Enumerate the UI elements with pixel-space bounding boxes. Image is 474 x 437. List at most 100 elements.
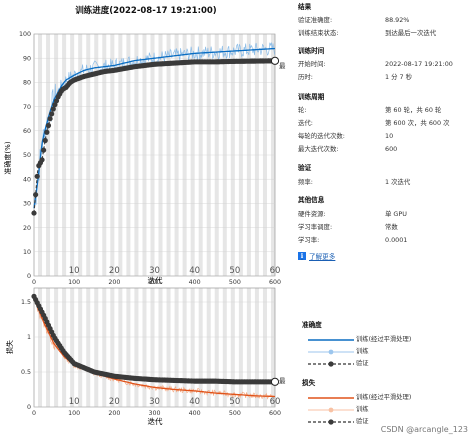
xtick-label: 200 [108,410,120,417]
ytick-label: 70 [23,104,31,111]
loss-final-marker: 最 [279,377,286,385]
loss-xlabel: 迭代 [148,416,163,426]
epoch-tick-label: 60 [270,397,281,407]
ytick-label: 1.5 [21,299,31,306]
legend-loss-val: 验证 [300,417,470,427]
validation-point [33,192,39,198]
epoch-label: 轮: [298,106,307,114]
time-heading: 训练时间 [298,47,325,55]
validation-point [45,122,52,129]
start-label: 开始时间: [298,60,326,68]
validation-point [49,111,55,117]
validation-point [39,157,45,163]
legend-acc-smoothed: 训练(经过平滑处理) [300,335,470,345]
epoch-tick-label: 20 [109,397,120,407]
epoch-band [118,288,123,407]
lr-sched-label: 学习率调度: [298,223,333,231]
legend-panel: 准确度 训练(经过平滑处理) 训练 验证 损失 训练(经过平滑处理) 训练 验证 [300,316,474,437]
final-validation-point [270,377,280,386]
epoch-band [254,288,259,407]
ytick-label: 60 [23,128,31,135]
loss-ylabel: 损失 [5,340,14,354]
accuracy-chart[interactable]: 0 10 20 30 40 50 60 70 80 90 100 0 100 200 300 400 500 60… [0,14,292,284]
ytick-label: 30 [23,201,31,208]
ytick-label: 40 [23,176,31,183]
epoch-band [262,288,267,407]
elapsed-label: 历时: [298,73,313,81]
epoch-band [190,288,195,407]
epoch-value: 第 60 轮，共 60 轮 [385,106,442,114]
legend-acc-smoothed-swatch [308,339,354,341]
learn-more-label: 了解更多 [309,253,336,261]
epoch-band [126,288,131,407]
accuracy-ylabel: 准确度(%) [3,141,12,174]
epoch-band [94,288,99,407]
xtick-label: 0 [32,410,36,417]
epoch-tick-label: 40 [189,266,200,276]
legend-acc-smoothed-label: 训练(经过平滑处理) [356,336,412,343]
window-title: 训练进度(2022-08-17 19:21:00) [75,6,217,16]
epoch-band [78,288,83,407]
legend-loss-heading: 损失 [302,379,316,387]
xtick-label: 600 [269,410,281,417]
status-label: 训练结束状态: [298,29,339,37]
validation-point [34,173,40,179]
xtick-label: 200 [108,279,120,284]
ytick-label: 100 [19,31,31,38]
legend-acc-val-swatch [308,361,354,367]
train-smoothed-line [33,47,276,209]
results-heading: 结果 [298,3,312,11]
lr-sched-value: 常数 [385,223,398,231]
max-iter-label: 最大迭代次数: [298,145,339,153]
epoch-band [174,288,179,407]
epoch-band [134,288,139,407]
epoch-tick-label: 10 [69,266,80,276]
epoch-band [150,288,155,407]
validation-point [41,147,47,153]
validation-point [42,137,48,144]
ytick-label: 90 [23,55,31,62]
epoch-band [110,288,115,407]
ytick-label: 0 [27,404,31,411]
accuracy-final-marker: 最 [279,62,286,70]
epoch-band [62,288,67,407]
epoch-band [158,288,163,407]
val-acc-label: 验证准确度: [298,16,333,24]
legend-acc-heading: 准确度 [302,321,322,329]
ytick-label: 50 [23,152,31,159]
epoch-tick-label: 60 [270,266,281,276]
legend-acc-train: 训练 [300,347,470,357]
watermark: CSDN @arcangle_123 [380,425,468,434]
epoch-band [142,288,147,407]
epoch-band [38,288,43,407]
epoch-tick-label: 10 [69,397,80,407]
legend-loss-val-swatch [308,419,354,425]
legend-loss-val-label: 验证 [356,418,369,425]
epoch-tick-label: 30 [149,266,160,276]
validation-point [31,210,37,216]
iter-value: 第 600 次，共 600 次 [385,119,450,127]
epoch-band [166,288,171,407]
hw-value: 单 GPU [385,210,407,218]
epoch-band [46,288,51,407]
info-icon: i [298,252,306,260]
xtick-label: 300 [148,279,160,284]
legend-acc-val: 验证 [300,359,470,369]
xtick-label: 600 [269,279,281,284]
xtick-label: 500 [229,279,241,284]
xtick-label: 0 [32,279,36,284]
legend-loss-smoothed: 训练(经过平滑处理) [300,393,470,403]
freq-label: 频率: [298,178,313,186]
ytick-label: 10 [23,249,31,256]
ytick-label: 1 [27,334,31,341]
epoch-tick-label: 40 [189,397,200,407]
epoch-band [270,288,275,407]
epoch-tick-label: 50 [229,397,240,407]
ytick-label: 80 [23,80,31,87]
final-validation-point [270,56,280,65]
max-iter-value: 600 [385,145,398,153]
learn-more-link[interactable]: i 了解更多 [298,251,335,261]
validation-point [50,106,56,112]
epoch-band [198,288,203,407]
